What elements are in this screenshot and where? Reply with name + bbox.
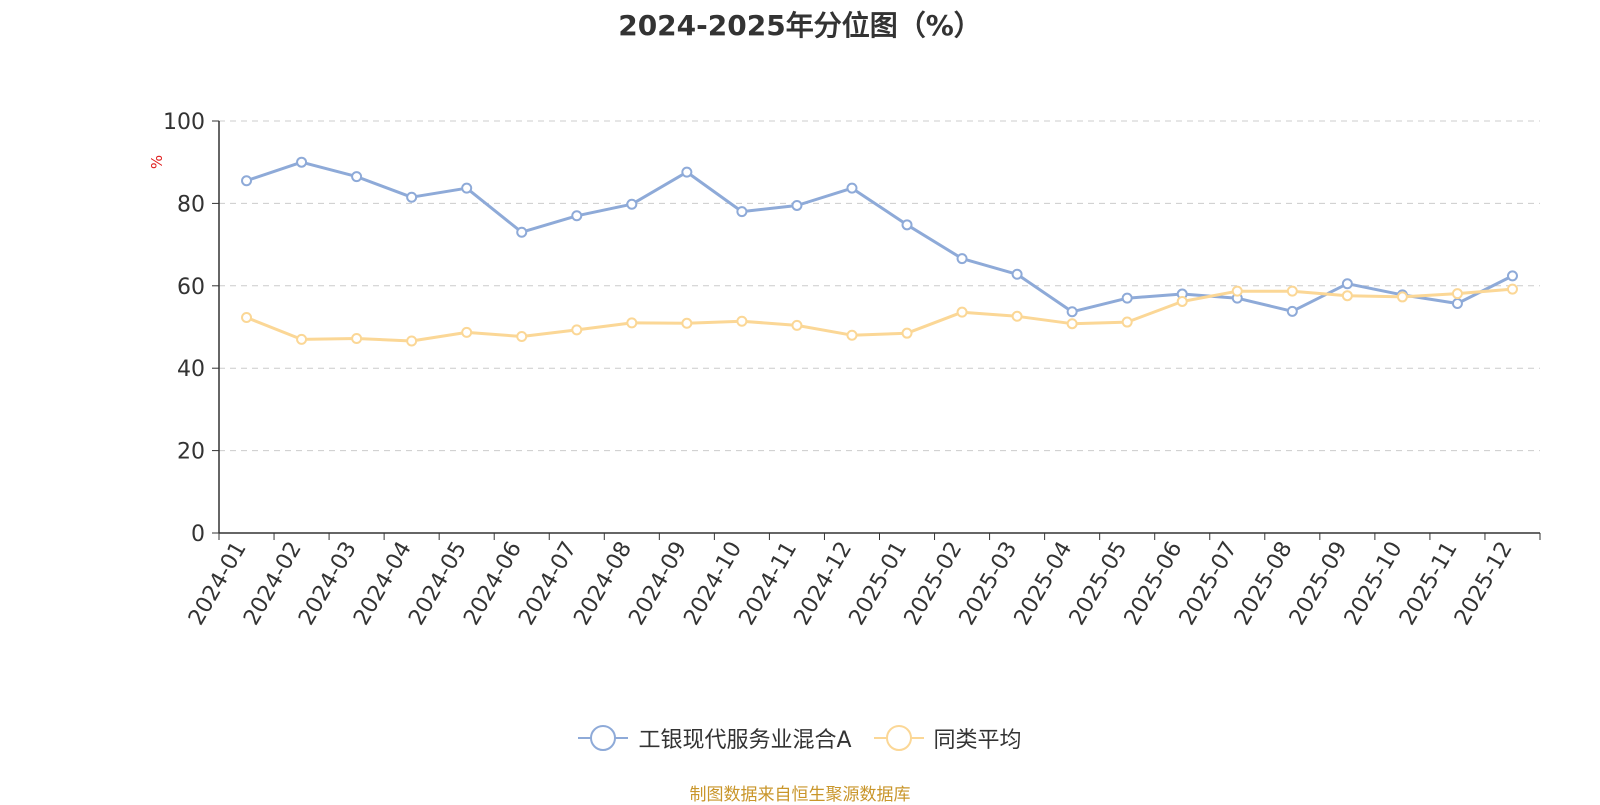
data-point (571, 324, 583, 336)
series-line-1 (246, 160, 1514, 314)
data-point (516, 226, 528, 238)
data-point (626, 317, 638, 329)
data-point (681, 317, 693, 329)
grid-layer (219, 120, 1540, 452)
data-point (1396, 291, 1408, 303)
legend-marker-icon (578, 725, 629, 751)
data-point (516, 330, 528, 342)
data-point (1286, 285, 1298, 297)
data-point (296, 333, 308, 345)
data-point (956, 253, 968, 265)
data-point (1451, 288, 1463, 300)
chart-title: 2024-2025年分位图（%） (618, 9, 982, 42)
legend-marker-icon (873, 725, 924, 751)
legend-label: 同类平均 (933, 728, 1022, 753)
data-point (406, 335, 418, 347)
data-point (1231, 285, 1243, 297)
data-point (846, 329, 858, 341)
legend-item-series-2[interactable]: 同类平均 (873, 722, 1022, 754)
data-point (1341, 278, 1353, 290)
data-point (1176, 295, 1188, 307)
series-layer (241, 156, 1518, 347)
data-point (351, 171, 363, 183)
legend-item-series-1[interactable]: 工银现代服务业混合A (578, 722, 852, 754)
data-point (846, 182, 858, 194)
data-point (626, 198, 638, 210)
data-point (1066, 306, 1078, 318)
data-point (241, 175, 253, 187)
data-point (406, 191, 418, 203)
data-point (461, 326, 473, 338)
data-point (1011, 268, 1023, 280)
data-point (1506, 283, 1518, 295)
y-tick-label: 100 (163, 110, 205, 135)
data-point (571, 210, 583, 222)
y-tick-label: 60 (177, 275, 205, 300)
data-point (1341, 290, 1353, 302)
data-point (791, 199, 803, 211)
source-note: 制图数据来自恒生聚源数据库 (689, 785, 911, 805)
y-tick-label: 80 (177, 192, 205, 217)
axis-layer: 020406080100%2024-012024-022024-032024-0… (148, 110, 1541, 630)
y-tick-label: 0 (191, 522, 205, 547)
series-line-2 (245, 287, 1513, 343)
data-point (241, 312, 253, 324)
data-point (901, 327, 913, 339)
y-axis-label: % (148, 155, 166, 169)
legend-label: 工银现代服务业混合A (638, 728, 852, 753)
y-tick-label: 20 (177, 440, 205, 465)
data-point (296, 156, 308, 168)
data-point (1506, 270, 1518, 282)
data-point (461, 182, 473, 194)
data-point (351, 333, 363, 345)
data-point (1011, 310, 1023, 322)
data-point (1451, 298, 1463, 310)
data-point (1121, 316, 1133, 328)
data-point (1066, 318, 1078, 330)
data-point (736, 315, 748, 327)
data-point (681, 166, 693, 178)
data-point (901, 219, 913, 231)
data-point (1121, 292, 1133, 304)
data-point (1286, 305, 1298, 317)
data-point (736, 206, 748, 218)
legend: 工银现代服务业混合A 同类平均 (0, 722, 1600, 754)
data-point (956, 306, 968, 318)
y-tick-label: 40 (177, 357, 205, 382)
data-point (791, 319, 803, 331)
